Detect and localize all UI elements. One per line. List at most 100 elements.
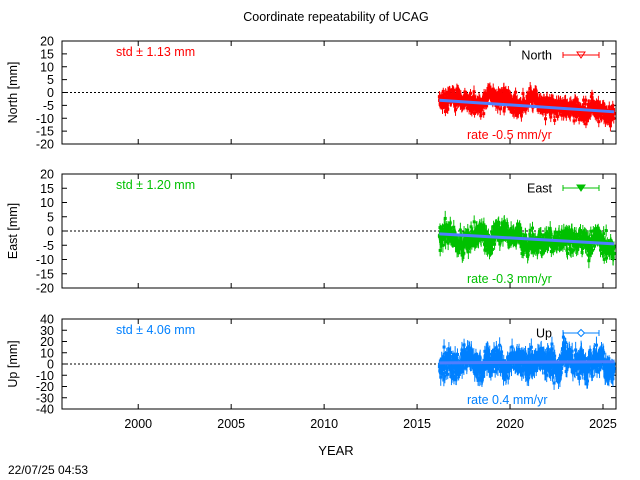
data-marker (550, 351, 554, 355)
data-marker (513, 234, 517, 238)
data-marker (612, 245, 616, 249)
data-marker (443, 110, 447, 114)
data-marker (491, 364, 495, 368)
data-marker (580, 250, 584, 254)
data-marker (450, 372, 454, 376)
data-marker (451, 230, 455, 234)
data-marker (462, 94, 466, 98)
data-marker (443, 365, 447, 369)
data-marker (557, 230, 561, 234)
data-marker (589, 247, 593, 251)
data-marker (581, 247, 585, 251)
data-marker (594, 100, 598, 104)
data-marker (582, 98, 586, 102)
data-marker (566, 233, 570, 237)
y-axis-label: East [mm] (6, 203, 20, 259)
data-marker (521, 369, 525, 373)
rate-label: rate -0.5 mm/yr (467, 128, 552, 142)
data-marker (516, 222, 520, 226)
data-marker (502, 220, 506, 224)
data-marker (475, 372, 479, 376)
data-marker (539, 251, 543, 255)
data-marker (574, 115, 578, 119)
y-tick-label: 0 (47, 358, 54, 372)
data-marker (568, 113, 572, 117)
data-marker (519, 232, 523, 236)
data-marker (591, 229, 595, 233)
trend-line (439, 98, 615, 114)
data-marker (491, 100, 495, 104)
data-marker (457, 88, 461, 92)
data-marker (515, 350, 519, 354)
data-marker (483, 237, 487, 241)
data-marker (520, 373, 524, 377)
data-marker (590, 92, 594, 96)
data-marker (601, 249, 605, 253)
data-marker (612, 112, 616, 116)
data-marker (549, 232, 553, 236)
data-marker (504, 88, 508, 92)
data-marker (469, 225, 473, 229)
data-marker (463, 90, 467, 94)
y-tick-label: -20 (36, 138, 54, 152)
data-marker (456, 248, 460, 252)
data-marker (579, 236, 583, 240)
data-marker (519, 366, 523, 370)
data-marker (443, 374, 447, 378)
data-marker (580, 234, 584, 238)
data-marker (493, 242, 497, 246)
data-marker (498, 227, 502, 231)
data-marker (581, 116, 585, 120)
data-marker (515, 107, 519, 111)
data-marker (569, 250, 573, 254)
y-tick-label: -5 (43, 239, 54, 253)
data-marker (449, 351, 453, 355)
data-marker (498, 107, 502, 111)
data-marker (586, 235, 590, 239)
data-marker (490, 369, 494, 373)
data-marker (460, 370, 464, 374)
data-marker (603, 119, 607, 123)
data-marker (553, 354, 557, 358)
y-tick-label: 40 (40, 313, 54, 327)
data-marker (441, 89, 445, 93)
y-tick-label: -20 (36, 282, 54, 296)
data-marker (518, 223, 522, 227)
data-marker (602, 102, 606, 106)
y-tick-label: -10 (36, 253, 54, 267)
data-marker (558, 110, 562, 114)
data-marker (535, 241, 539, 245)
data-marker (459, 365, 463, 369)
data-marker (449, 359, 453, 363)
data-marker (608, 124, 612, 128)
y-tick-label: -40 (36, 403, 54, 417)
data-marker (575, 98, 579, 102)
data-marker (545, 367, 549, 371)
data-marker (515, 113, 519, 117)
data-marker (454, 103, 458, 107)
y-tick-label: 5 (47, 73, 54, 87)
data-marker (503, 224, 507, 228)
data-marker (597, 101, 601, 105)
data-marker (446, 372, 450, 376)
data-marker (531, 234, 535, 238)
data-marker (560, 113, 564, 117)
data-marker (478, 110, 482, 114)
data-marker (516, 231, 520, 235)
data-marker (510, 345, 514, 349)
data-marker (491, 87, 495, 91)
data-marker (528, 228, 532, 232)
data-marker (550, 342, 554, 346)
data-marker (442, 377, 446, 381)
data-marker (484, 244, 488, 248)
data-marker (486, 366, 490, 370)
data-marker (605, 120, 609, 124)
data-marker (476, 358, 480, 362)
data-marker (534, 247, 538, 251)
data-marker (469, 359, 473, 363)
data-marker (440, 106, 444, 110)
chart-title: Coordinate repeatability of UCAG (243, 10, 429, 24)
y-tick-label: 0 (47, 225, 54, 239)
